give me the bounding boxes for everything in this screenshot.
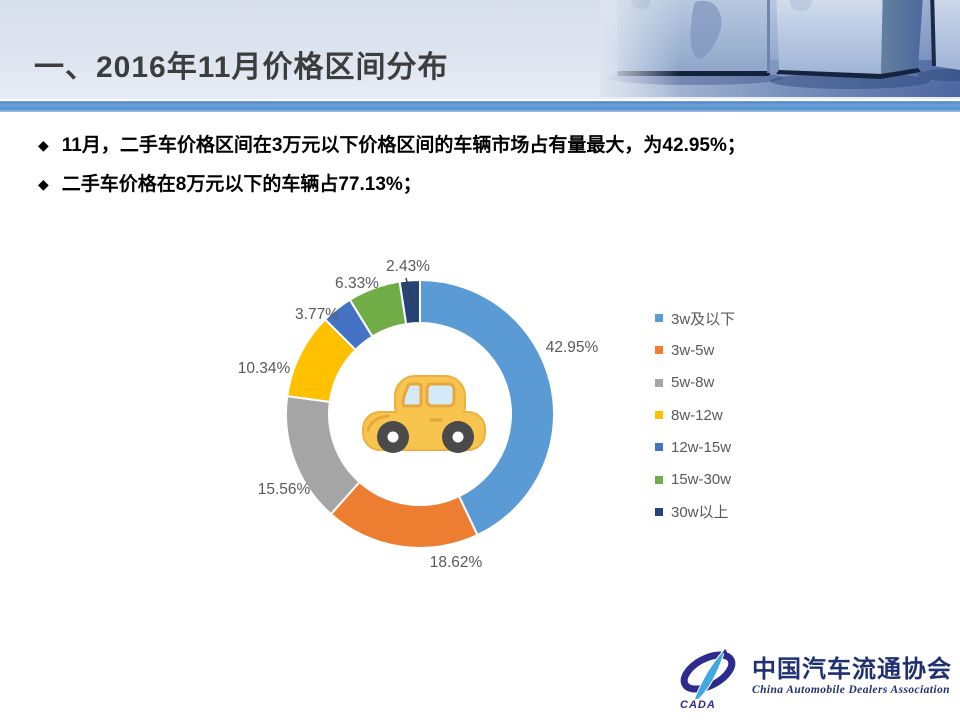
bullet-line: ◆ 11月，二手车价格区间在3万元以下价格区间的车辆市场占有量最大，为42.95…	[38, 134, 928, 158]
legend-item: 3w及以下	[655, 302, 735, 334]
diamond-bullet-icon: ◆	[38, 137, 49, 153]
cada-logo-icon: CADA	[680, 647, 736, 710]
header-accent-stripe	[0, 99, 960, 112]
slice-percent-label: 2.43%	[386, 258, 430, 275]
header-cubes-graphic	[600, 0, 960, 97]
donut-slice	[419, 279, 555, 537]
bullet-text: 二手车价格在8万元以下的车辆占77.13%；	[61, 174, 422, 195]
logo-name-en: China Automobile Dealers Association	[752, 683, 950, 696]
slice-percent-label: 6.33%	[335, 275, 379, 292]
cube-icon	[776, 0, 923, 79]
cada-logo: CADA 中国汽车流通协会 China Automobile Dealers A…	[672, 642, 952, 710]
slice-percent-label: 10.34%	[238, 360, 291, 377]
slice-percent-label: 3.77%	[295, 306, 339, 323]
legend-item: 5w-8w	[655, 367, 735, 399]
legend-item: 12w-15w	[655, 431, 735, 463]
slice-percent-label: 42.95%	[546, 339, 599, 356]
chart-legend: 3w及以下 3w-5w 5w-8w 8w-12w 12w-15w 15w-30w…	[655, 302, 735, 528]
header: 一、2016年11月价格区间分布	[0, 0, 960, 99]
car-icon	[362, 375, 486, 453]
legend-marker-icon	[655, 314, 663, 323]
legend-label: 5w-8w	[671, 374, 715, 392]
diamond-bullet-icon: ◆	[38, 176, 49, 192]
label-leader-line	[405, 277, 414, 307]
legend-item: 30w以上	[655, 496, 735, 528]
bullet-list: ◆ 11月，二手车价格区间在3万元以下价格区间的车辆市场占有量最大，为42.95…	[38, 134, 928, 212]
slice-percent-label: 18.62%	[430, 554, 483, 571]
legend-marker-icon	[655, 411, 663, 420]
donut-chart: 42.95% 18.62% 15.56% 10.34% 3.77% 6.33% 2.43%	[238, 258, 599, 571]
logo-name-cn: 中国汽车流通协会	[752, 656, 952, 683]
legend-marker-icon	[655, 443, 663, 452]
legend-item: 15w-30w	[655, 463, 735, 495]
legend-marker-icon	[655, 475, 663, 484]
legend-marker-icon	[655, 346, 663, 355]
cube-icon	[930, 0, 960, 70]
legend-label: 3w-5w	[671, 341, 715, 359]
legend-label: 3w及以下	[671, 310, 736, 328]
cada-acronym: CADA	[680, 699, 716, 710]
page-title: 一、2016年11月价格区间分布	[34, 51, 449, 84]
legend-item: 8w-12w	[655, 399, 735, 431]
legend-label: 30w以上	[671, 504, 729, 522]
legend-label: 8w-12w	[671, 406, 723, 424]
donut-slice	[329, 480, 479, 549]
legend-marker-icon	[655, 378, 663, 387]
legend-label: 12w-15w	[671, 438, 732, 456]
slice-percent-label: 15.56%	[258, 481, 311, 498]
legend-marker-icon	[655, 507, 663, 516]
legend-label: 15w-30w	[671, 471, 732, 489]
bullet-line: ◆ 二手车价格在8万元以下的车辆占77.13%；	[38, 173, 928, 197]
bullet-text: 11月，二手车价格区间在3万元以下价格区间的车辆市场占有量最大，为42.95%；	[61, 135, 746, 156]
legend-item: 3w-5w	[655, 334, 735, 366]
logo-text: 中国汽车流通协会 China Automobile Dealers Associ…	[752, 657, 952, 696]
